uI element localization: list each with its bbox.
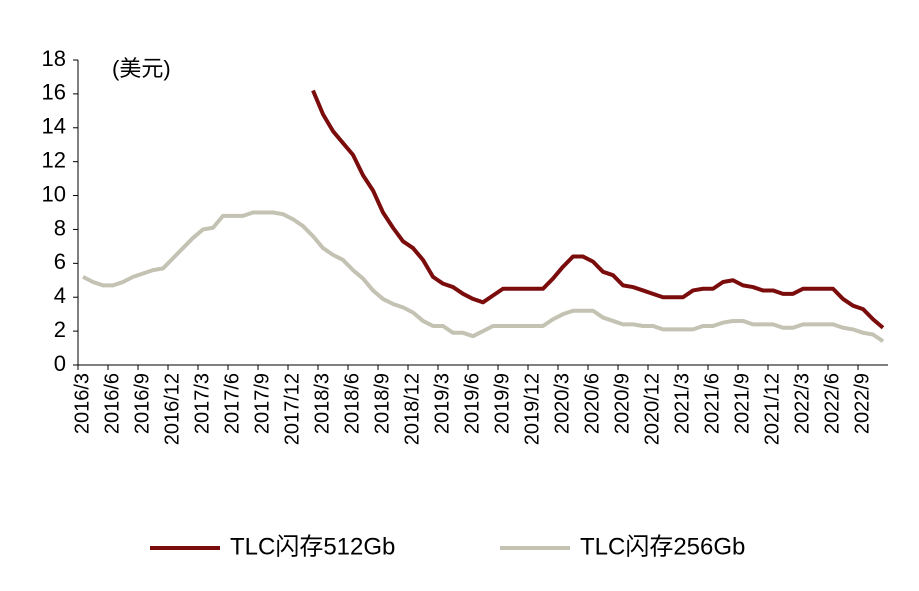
annotation: (美元) xyxy=(112,56,171,81)
x-tick-label: 2019/6 xyxy=(461,373,483,434)
x-tick-label: 2021/6 xyxy=(701,373,723,434)
x-tick-label: 2021/9 xyxy=(731,373,753,434)
x-tick-label: 2020/12 xyxy=(641,373,663,445)
x-tick-label: 2022/9 xyxy=(851,373,873,434)
y-tick-label: 16 xyxy=(42,80,66,105)
x-tick-label: 2017/12 xyxy=(281,373,303,445)
x-tick-label: 2021/12 xyxy=(761,373,783,445)
x-tick-label: 2017/6 xyxy=(221,373,243,434)
x-tick-label: 2020/9 xyxy=(611,373,633,434)
y-tick-label: 10 xyxy=(42,181,66,206)
x-tick-label: 2018/6 xyxy=(341,373,363,434)
x-tick-label: 2022/6 xyxy=(821,373,843,434)
x-tick-label: 2016/9 xyxy=(131,373,153,434)
x-tick-label: 2022/3 xyxy=(791,373,813,434)
x-tick-label: 2021/3 xyxy=(671,373,693,434)
x-tick-label: 2019/12 xyxy=(521,373,543,445)
series-line xyxy=(82,210,885,343)
x-tick-label: 2016/3 xyxy=(71,373,93,434)
y-tick-label: 14 xyxy=(42,114,66,139)
y-tick-label: 0 xyxy=(54,351,66,376)
y-tick-label: 6 xyxy=(54,249,66,274)
x-tick-label: 2017/9 xyxy=(251,373,273,434)
y-tick-label: 8 xyxy=(54,215,66,240)
y-tick-label: 4 xyxy=(54,283,66,308)
x-tick-label: 2018/9 xyxy=(371,373,393,434)
x-tick-label: 2016/6 xyxy=(101,373,123,434)
x-tick-label: 2019/3 xyxy=(431,373,453,434)
x-tick-label: 2019/9 xyxy=(491,373,513,434)
series-line xyxy=(311,89,885,330)
legend-label: TLC闪存512Gb xyxy=(230,533,395,560)
y-tick-label: 2 xyxy=(54,317,66,342)
x-tick-label: 2016/12 xyxy=(161,373,183,445)
x-tick-label: 2020/3 xyxy=(551,373,573,434)
x-tick-label: 2018/3 xyxy=(311,373,333,434)
x-tick-label: 2017/3 xyxy=(191,373,213,434)
y-tick-label: 12 xyxy=(42,147,66,172)
legend-label: TLC闪存256Gb xyxy=(580,533,745,560)
y-tick-label: 18 xyxy=(42,46,66,71)
x-tick-label: 2018/12 xyxy=(401,373,423,445)
x-tick-label: 2020/6 xyxy=(581,373,603,434)
